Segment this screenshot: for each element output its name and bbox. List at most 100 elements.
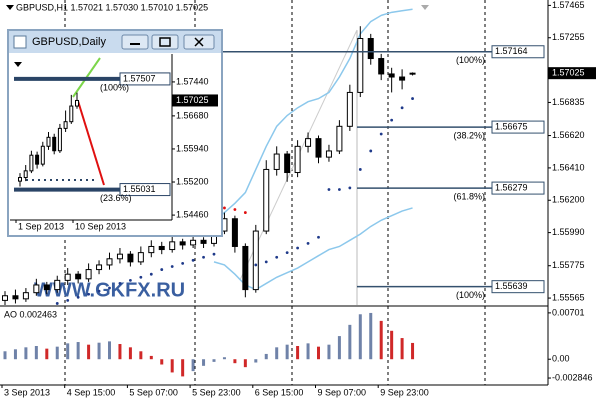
candle-body xyxy=(137,252,144,263)
sar-dot xyxy=(348,186,352,190)
sar-dot xyxy=(170,265,174,268)
candle-body xyxy=(2,295,8,301)
candle-body xyxy=(346,91,353,127)
ao-bar xyxy=(379,320,383,360)
ao-bar xyxy=(285,344,289,360)
ao-bar xyxy=(202,359,206,366)
y-tick-label: 1.56410 xyxy=(552,162,585,172)
candle-body xyxy=(273,153,280,170)
ao-bar xyxy=(212,359,216,362)
candle-body xyxy=(23,170,28,179)
candle-body xyxy=(52,136,57,152)
sar-dot xyxy=(285,251,289,255)
candle-body xyxy=(357,38,364,93)
fib-percent: (38.2%) xyxy=(453,130,485,140)
candle-body xyxy=(57,127,62,152)
fib-price: 1.55639 xyxy=(495,281,528,291)
candle-body xyxy=(315,138,322,158)
candle-body xyxy=(378,58,385,75)
window-buttons xyxy=(121,34,215,50)
ao-bar xyxy=(390,330,394,360)
ao-panel: AO 0.002463 0.00701 0.00 -0.002846 xyxy=(3,307,593,382)
fib-price: 1.56675 xyxy=(495,121,528,131)
chart-title: GBPUSD,H1 1.57021 1.57030 1.57010 1.5702… xyxy=(16,2,208,12)
ao-bar xyxy=(149,355,153,360)
candle-body xyxy=(40,145,45,165)
fib-price: 1.57164 xyxy=(495,46,528,56)
ao-bar xyxy=(118,344,122,360)
inset-plot: 1.57507(100%) 1.55031(23.6%) 1.57440 1.5668… xyxy=(14,72,218,231)
watermark: WWW.GKFX.RU xyxy=(34,279,185,301)
candle-body xyxy=(294,145,301,174)
candle-body xyxy=(148,245,155,254)
ao-bar xyxy=(160,359,164,365)
candle-body xyxy=(116,253,123,260)
sar-dot xyxy=(254,263,258,267)
y-tick-label: 1.54460 xyxy=(176,209,209,219)
candle-body xyxy=(35,154,40,165)
candle-body xyxy=(231,218,238,247)
fib-price: 1.56279 xyxy=(495,182,528,192)
y-tick-label: 1.55200 xyxy=(176,176,209,186)
candle-body xyxy=(75,99,79,107)
fib-price: 1.55031 xyxy=(123,184,156,194)
ao-bar xyxy=(306,343,310,360)
ao-title: AO 0.002463 xyxy=(4,309,57,319)
candle-body xyxy=(169,241,176,251)
candle-body xyxy=(22,292,29,300)
y-tick-label: 1.55565 xyxy=(552,292,585,302)
ao-bar xyxy=(296,346,300,360)
ao-bar xyxy=(369,312,373,360)
ao-bar xyxy=(337,336,341,360)
candle-body xyxy=(263,168,270,232)
sar-dot xyxy=(327,188,331,191)
y-tick-label: 0.00 xyxy=(552,354,570,364)
candle-body xyxy=(43,284,50,291)
maximize-button[interactable] xyxy=(151,34,179,50)
sar-dot xyxy=(97,289,101,293)
y-tick-label: 1.57465 xyxy=(552,0,585,10)
sar-dot xyxy=(55,302,59,305)
candle-body xyxy=(69,105,74,123)
ao-bar xyxy=(34,346,38,360)
ao-bar xyxy=(233,359,237,364)
ao-bar xyxy=(87,344,91,360)
y-tick-label: 0.00701 xyxy=(552,307,585,317)
current-price: 1.57025 xyxy=(552,68,585,78)
window-icon xyxy=(13,35,27,49)
sar-dot xyxy=(317,235,320,239)
x-tick-label: 3 Sep 2013 xyxy=(4,387,50,397)
sar-dot xyxy=(411,97,414,100)
ao-bar xyxy=(66,343,70,360)
fib-label-box xyxy=(491,120,545,134)
ao-bar xyxy=(76,342,80,360)
fib-label-box xyxy=(491,45,545,59)
y-tick-label: 1.56620 xyxy=(552,130,585,140)
y-tick-label: 1.55940 xyxy=(176,143,209,153)
ao-bar xyxy=(128,347,132,360)
current-price-box xyxy=(548,67,596,80)
sar-dot xyxy=(87,292,90,296)
fib-label-box xyxy=(491,181,545,195)
ao-bar xyxy=(170,359,174,373)
minimize-button[interactable] xyxy=(121,34,149,50)
sar-dot xyxy=(369,149,373,153)
candle-body xyxy=(252,230,259,291)
ao-bar xyxy=(24,347,28,360)
candle-body xyxy=(158,245,165,251)
y-tick-label: 1.57440 xyxy=(176,76,209,86)
candle-body xyxy=(367,38,374,60)
window-title: GBPUSD,Daily xyxy=(32,36,106,48)
candle-body xyxy=(200,239,207,244)
x-tick-label: 5 Sep 07:00 xyxy=(129,387,178,397)
sar-dot xyxy=(202,255,205,259)
ao-bar xyxy=(97,342,101,360)
candle-body xyxy=(179,241,186,246)
x-tick-label: 5 Sep 23:00 xyxy=(192,387,241,397)
candle-body xyxy=(305,138,312,147)
ao-bar xyxy=(3,351,7,360)
y-tick-label: 1.55775 xyxy=(552,260,585,270)
sar-dot xyxy=(129,278,132,282)
ao-bar xyxy=(13,349,17,360)
